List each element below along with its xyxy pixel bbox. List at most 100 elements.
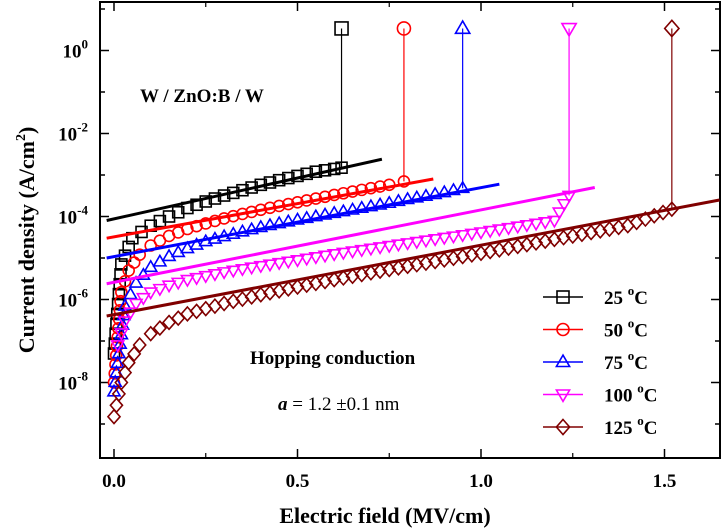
parameter-value: = 1.2 ±0.1 nm — [288, 394, 400, 415]
data-point — [326, 249, 342, 262]
data-point — [400, 238, 416, 251]
data-point — [381, 195, 397, 209]
legend-item-3: 100 oC — [543, 381, 657, 407]
data-point — [181, 201, 194, 215]
data-point — [127, 256, 141, 269]
y-tick-label: 10-8 — [58, 369, 88, 395]
data-point — [115, 258, 128, 271]
data-point — [133, 248, 146, 262]
fit-line — [106, 177, 434, 240]
data-point — [464, 228, 480, 242]
data-point — [327, 188, 341, 202]
data-point — [271, 215, 287, 229]
plot-frame — [99, 1, 721, 459]
data-point — [528, 218, 544, 232]
data-point — [446, 182, 461, 196]
legend-item-1: 50 oC — [543, 316, 648, 342]
series-3 — [106, 22, 596, 353]
data-point — [110, 340, 126, 353]
data-point — [271, 257, 287, 271]
data-point — [418, 235, 434, 249]
data-point — [272, 199, 286, 213]
data-point — [299, 253, 315, 267]
data-point — [291, 169, 304, 183]
data-point — [109, 358, 122, 371]
data-point — [132, 336, 147, 354]
data-point — [171, 205, 185, 219]
tick-labels: 0.0 0.5 1.0 1.5 100 10-2 10-4 10-6 10-8 — [58, 37, 676, 493]
data-point — [309, 192, 323, 205]
data-point — [107, 374, 123, 388]
data-point — [346, 185, 359, 198]
data-point — [291, 195, 304, 209]
data-point — [537, 217, 553, 230]
data-point — [121, 354, 136, 371]
tip-marker — [454, 19, 472, 35]
data-point — [364, 181, 378, 195]
data-point — [418, 188, 434, 202]
data-point — [152, 319, 167, 337]
y-tick-label: 10-6 — [58, 286, 88, 312]
data-point — [128, 298, 144, 312]
data-point — [272, 173, 286, 187]
x-tick-label: 1.0 — [469, 471, 493, 492]
data-point — [308, 208, 324, 222]
data-point — [263, 201, 277, 215]
data-point — [345, 201, 360, 215]
data-point — [519, 219, 535, 233]
data-point — [397, 175, 411, 188]
data-point — [290, 211, 305, 225]
data-point — [556, 198, 572, 212]
data-point — [664, 201, 679, 218]
data-point — [326, 205, 342, 219]
data-point — [317, 206, 333, 220]
data-point — [254, 203, 268, 217]
data-point — [207, 231, 223, 244]
data-point — [216, 267, 232, 280]
data-point — [282, 197, 295, 211]
data-point — [455, 180, 471, 194]
data-point — [190, 219, 203, 233]
data-point — [244, 221, 260, 235]
data-point — [245, 205, 258, 219]
data-point — [491, 224, 507, 238]
data-point — [111, 297, 125, 311]
tip-marker — [663, 19, 681, 38]
data-point — [254, 178, 268, 192]
data-point — [382, 178, 396, 192]
data-point — [217, 189, 231, 202]
series-2 — [106, 19, 500, 397]
data-point — [510, 221, 526, 235]
data-point — [226, 186, 240, 200]
data-point — [208, 192, 222, 205]
data-point — [262, 259, 278, 273]
data-point — [244, 262, 260, 276]
data-point — [309, 165, 323, 179]
data-point — [216, 228, 232, 242]
data-point — [546, 215, 562, 229]
data-point — [113, 328, 129, 342]
y-axis-label: Current density (A/cm2) — [14, 127, 39, 354]
data-point — [263, 176, 277, 189]
data-point — [128, 275, 144, 288]
data-point — [110, 355, 126, 369]
data-point — [135, 292, 151, 306]
data-point — [135, 267, 151, 281]
legend-item-2: 75 oC — [543, 348, 648, 374]
series-4 — [106, 19, 720, 425]
tip-marker — [560, 22, 578, 38]
data-point — [561, 190, 577, 204]
data-point — [199, 195, 213, 208]
data-point — [123, 286, 138, 300]
device-annotation: W / ZnO:B / W — [140, 86, 264, 107]
legend-marker — [555, 418, 571, 436]
data-point — [179, 240, 195, 254]
legend-label: 25 oC — [604, 283, 648, 309]
data-point — [354, 200, 370, 214]
fit-line — [106, 198, 720, 318]
data-point — [253, 219, 269, 233]
data-point — [262, 217, 278, 231]
series-0 — [106, 21, 383, 360]
legend-marker — [555, 353, 571, 368]
